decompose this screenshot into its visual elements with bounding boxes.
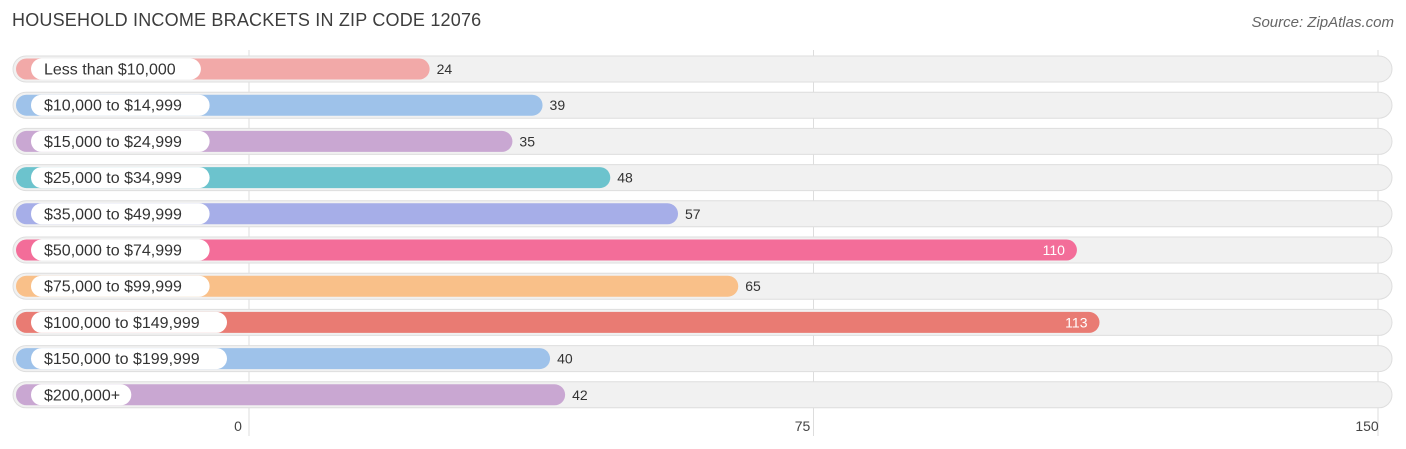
category-pill — [31, 167, 210, 189]
category-label: $25,000 to $34,999 — [44, 170, 182, 187]
value-label: 39 — [550, 97, 566, 113]
category-label: $50,000 to $74,999 — [44, 243, 182, 260]
source-label: Source: ZipAtlas.com — [1251, 14, 1394, 31]
category-pill — [31, 94, 210, 116]
bar — [16, 311, 1100, 333]
x-tick-label: 75 — [795, 418, 811, 434]
value-label: 35 — [519, 133, 535, 149]
value-label: 48 — [617, 170, 633, 186]
category-pill — [31, 203, 210, 225]
bar-row: $150,000 to $199,999 40 — [12, 345, 1393, 373]
x-tick-label: 150 — [1355, 418, 1379, 434]
category-pill — [31, 384, 132, 406]
bar — [16, 239, 1077, 261]
value-label: 65 — [745, 278, 761, 294]
category-label: $10,000 to $14,999 — [44, 98, 182, 115]
category-label: $75,000 to $99,999 — [44, 279, 182, 296]
category-label: $35,000 to $49,999 — [44, 206, 182, 223]
value-label: 110 — [1043, 242, 1066, 258]
category-label: $15,000 to $24,999 — [44, 134, 182, 151]
category-pill — [31, 275, 210, 297]
bar-row: $15,000 to $24,999 35 — [12, 127, 1393, 155]
category-label: Less than $10,000 — [44, 62, 176, 79]
bar-row: $25,000 to $34,999 48 — [12, 164, 1393, 192]
x-axis-ticks: 0 75 150 — [234, 418, 1379, 434]
x-tick-label: 0 — [234, 418, 242, 434]
bar-row: $50,000 to $74,999 110 — [12, 236, 1393, 264]
chart-title: HOUSEHOLD INCOME BRACKETS IN ZIP CODE 12… — [12, 10, 482, 30]
value-label: 57 — [685, 206, 701, 222]
value-label: 40 — [557, 351, 573, 367]
category-pill — [31, 239, 210, 261]
bar-row: Less than $10,000 24 — [12, 55, 1393, 83]
category-pill — [31, 130, 210, 152]
category-label: $200,000+ — [44, 387, 120, 404]
value-label: 42 — [572, 387, 588, 403]
category-label: $150,000 to $199,999 — [44, 351, 200, 368]
bar-row: $10,000 to $14,999 39 — [12, 91, 1393, 119]
bar-rows: Less than $10,000 24$10,000 to $14,999 39$… — [12, 55, 1393, 409]
category-pill — [31, 58, 201, 80]
category-pill — [31, 311, 227, 333]
bar-row: $75,000 to $99,999 65 — [12, 272, 1393, 300]
bar — [16, 384, 566, 406]
bar-row: $100,000 to $149,999 113 — [12, 308, 1393, 336]
value-label: 24 — [437, 61, 453, 77]
category-pill — [31, 348, 227, 370]
bar-row: $200,000+ 42 — [12, 381, 1393, 409]
value-label: 113 — [1065, 314, 1088, 330]
category-label: $100,000 to $149,999 — [44, 315, 200, 332]
bar-row: $35,000 to $49,999 57 — [12, 200, 1393, 228]
